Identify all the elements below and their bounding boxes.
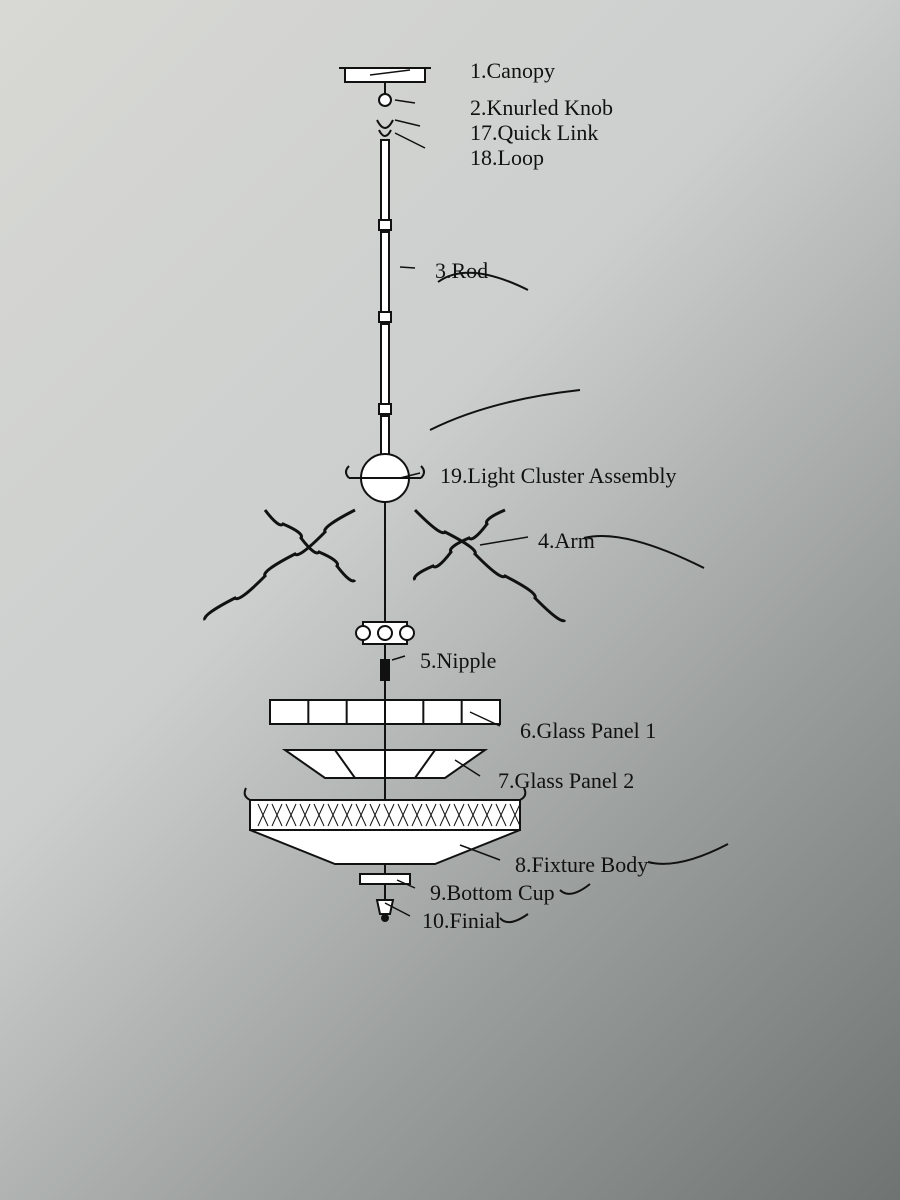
part-label-18: 18.Loop: [470, 145, 544, 171]
part-label-5: 5.Nipple: [420, 648, 496, 674]
part-label-4: 4.Arm: [538, 528, 595, 554]
leader-line: [400, 267, 415, 268]
part-label-17: 17.Quick Link: [470, 120, 598, 146]
part-label-3: 3.Rod: [435, 258, 488, 284]
leader-line: [480, 537, 528, 545]
part-label-10: 10.Finial: [422, 908, 501, 934]
part-label-2: 2.Knurled Knob: [470, 95, 613, 121]
part-label-6: 6.Glass Panel 1: [520, 718, 656, 744]
part-label-9: 9.Bottom Cup: [430, 880, 555, 906]
leader-line: [395, 100, 415, 103]
leader-line: [395, 120, 420, 126]
leader-line: [392, 656, 405, 660]
part-label-1: 1.Canopy: [470, 58, 555, 84]
leader-line: [395, 133, 425, 148]
part-label-8: 8.Fixture Body: [515, 852, 648, 878]
diagram-page: 1.Canopy 2.Knurled Knob17.Quick Link18.Lo…: [0, 0, 900, 1200]
part-label-19: 19.Light Cluster Assembly: [440, 463, 677, 489]
part-label-7: 7.Glass Panel 2: [498, 768, 634, 794]
fixture-diagram-svg: [0, 0, 900, 1200]
